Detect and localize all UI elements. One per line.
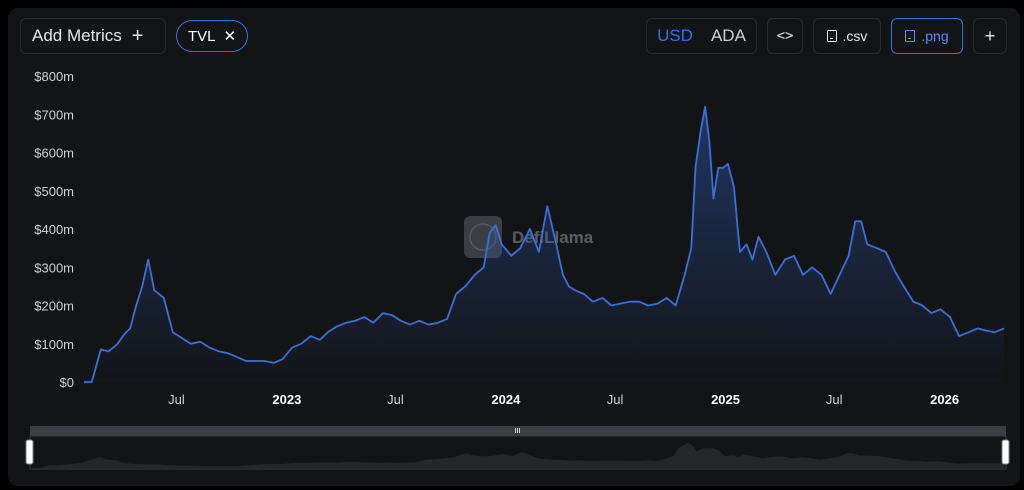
y-tick-label: $200m	[34, 299, 74, 314]
navigator-right-handle[interactable]	[1001, 439, 1010, 465]
metric-chip-label: TVL	[187, 27, 216, 45]
x-tick-label: Jul	[826, 392, 843, 407]
drag-grip-icon[interactable]	[515, 428, 520, 433]
csv-label: .csv	[842, 28, 868, 44]
y-tick-label: $700m	[34, 107, 74, 122]
metric-chip-tvl[interactable]: TVL ✕	[176, 20, 248, 52]
x-tick-label: Jul	[387, 392, 404, 407]
plus-icon: +	[131, 24, 144, 47]
currency-usd-option[interactable]: USD	[657, 26, 693, 45]
more-button[interactable]: +	[973, 18, 1007, 54]
y-tick-label: $400m	[34, 222, 74, 237]
file-download-icon	[905, 30, 916, 42]
y-axis: $0 $100m $200m $300m $400m $500m $600m $700m $80…	[34, 69, 74, 390]
range-navigator[interactable]	[25, 426, 1010, 470]
x-tick-label: 2026	[930, 392, 959, 407]
x-tick-label: Jul	[607, 392, 624, 407]
plot-area	[84, 105, 1005, 383]
plus-icon: +	[984, 25, 996, 46]
y-tick-label: $600m	[34, 146, 74, 161]
currency-ada-option[interactable]: ADA	[710, 26, 746, 45]
navigator-preview	[32, 442, 1004, 468]
x-tick-label: Jul	[168, 392, 185, 407]
file-download-icon	[826, 30, 837, 42]
y-tick-label: $800m	[34, 69, 74, 84]
x-tick-label: 2023	[272, 392, 301, 407]
add-metrics-button[interactable]: Add Metrics +	[20, 18, 166, 54]
download-csv-button[interactable]: .csv	[813, 18, 881, 54]
y-tick-label: $100m	[34, 337, 74, 352]
code-icon: <>	[776, 28, 794, 44]
download-png-button[interactable]: .png	[891, 18, 963, 54]
add-metrics-label: Add Metrics	[32, 26, 122, 45]
embed-button[interactable]: <>	[767, 18, 803, 54]
navigator-left-handle[interactable]	[25, 439, 34, 465]
x-axis: Jul 2023 Jul 2024 Jul 2025 Jul 2026	[168, 392, 959, 407]
tvl-line	[84, 105, 1005, 383]
png-label: .png	[921, 28, 949, 44]
y-tick-label: $300m	[34, 260, 74, 275]
y-tick-label: $500m	[34, 184, 74, 199]
close-icon[interactable]: ✕	[223, 28, 237, 45]
x-tick-label: 2025	[711, 392, 740, 407]
x-tick-label: 2024	[491, 392, 521, 407]
currency-toggle: USD ADA	[646, 18, 757, 54]
tvl-area	[84, 106, 1004, 382]
y-tick-label: $0	[60, 375, 74, 390]
